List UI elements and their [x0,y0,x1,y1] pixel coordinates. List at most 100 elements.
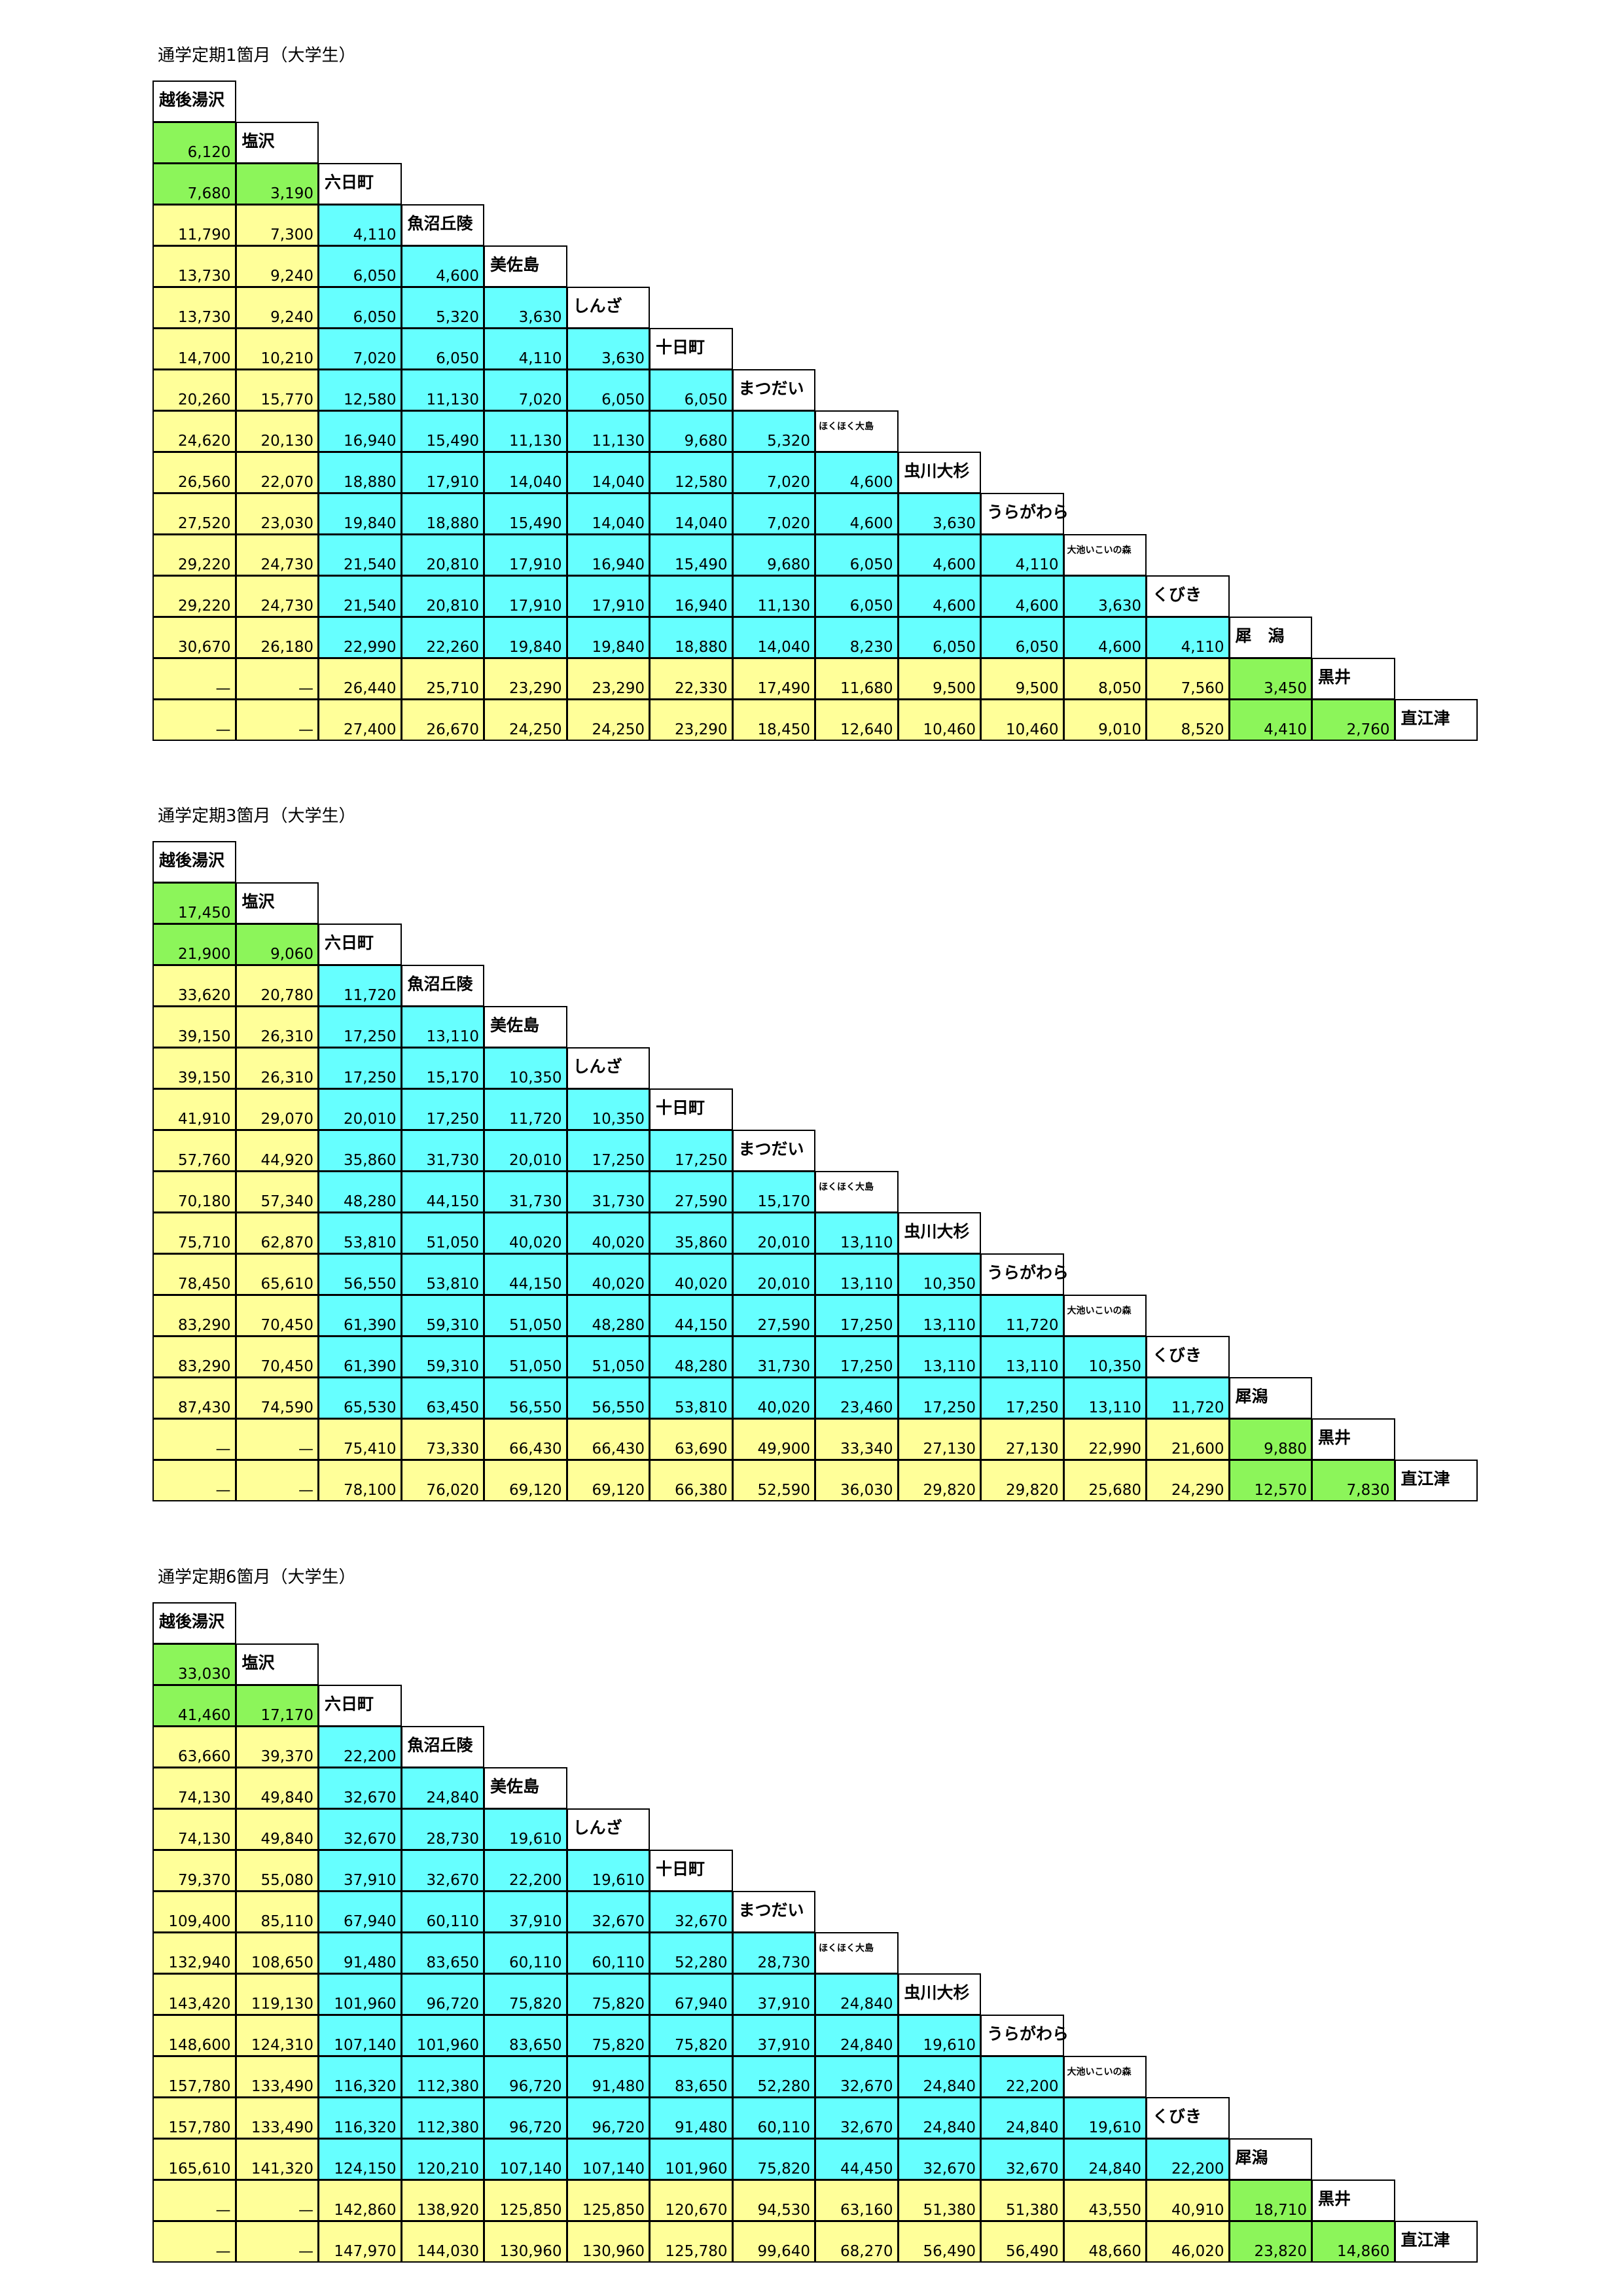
fare-cell: 32,670 [897,2138,981,2180]
station-label: 黒井 [1311,658,1395,700]
fare-cell: 60,110 [566,1932,650,1974]
fare-cell: 63,160 [815,2179,899,2221]
fare-cell: 91,480 [566,2056,650,2098]
station-label: 六日町 [318,1685,402,1727]
fare-cell: 21,600 [1146,1418,1230,1460]
fare-cell: 7,300 [235,204,319,246]
fare-cell: 4,600 [980,575,1064,617]
fare-cell: 14,040 [566,452,650,493]
station-label: まつだい [732,369,815,411]
fare-cell: 11,130 [566,410,650,452]
fare-cell: — [235,699,319,741]
fare-cell: 53,810 [318,1212,402,1254]
fare-cell: 27,130 [980,1418,1064,1460]
fare-cell: 17,170 [235,1685,319,1727]
fare-cell: 13,110 [1063,1377,1147,1419]
station-label: 黒井 [1311,1418,1395,1460]
fare-cell: 14,040 [732,617,815,658]
fare-cell: 107,140 [484,2138,567,2180]
fare-cell: 39,150 [152,1047,236,1089]
fare-cell: 17,250 [649,1130,733,1172]
fare-cell: 3,190 [235,163,319,205]
station-label: 塩沢 [235,1643,319,1685]
fare-cell: 44,150 [649,1295,733,1336]
fare-cell: 12,580 [318,369,402,411]
fare-cell: 2,760 [1311,699,1395,741]
fare-cell: 26,670 [401,699,484,741]
fare-cell: 43,550 [1063,2179,1147,2221]
fare-cell: 35,860 [318,1130,402,1172]
table-title: 通学定期6箇月（大学生） [158,1568,356,1587]
station-label: 越後湯沢 [152,841,236,883]
fare-cell: — [152,2221,236,2263]
fare-cell: 25,680 [1063,1460,1147,1501]
fare-cell: 41,460 [152,1685,236,1727]
fare-cell: 44,150 [484,1253,567,1295]
station-label: 塩沢 [235,882,319,924]
fare-cell: 31,730 [566,1171,650,1213]
fare-cell: 124,310 [235,2015,319,2056]
fare-cell: 20,810 [401,534,484,576]
fare-cell: 20,260 [152,369,236,411]
fare-cell: 48,280 [318,1171,402,1213]
fare-cell: 17,250 [815,1295,899,1336]
fare-cell: 46,020 [1146,2221,1230,2263]
fare-cell: 22,990 [1063,1418,1147,1460]
station-label: 大池いこいの森 [1063,534,1147,576]
fare-cell: 24,730 [235,575,319,617]
fare-cell: 13,110 [815,1253,899,1295]
fare-cell: 133,490 [235,2097,319,2139]
fare-cell: 6,050 [566,369,650,411]
fare-cell: 11,130 [401,369,484,411]
fare-cell: 3,630 [484,287,567,329]
fare-cell: 40,020 [484,1212,567,1254]
fare-cell: 29,820 [980,1460,1064,1501]
fare-cell: 40,020 [732,1377,815,1419]
fare-cell: 23,460 [815,1377,899,1419]
station-label: 六日町 [318,924,402,965]
fare-cell: 49,900 [732,1418,815,1460]
fare-cell: 30,670 [152,617,236,658]
fare-cell: 20,010 [732,1253,815,1295]
fare-cell: 16,940 [566,534,650,576]
fare-cell: 18,880 [401,493,484,535]
fare-cell: 24,840 [980,2097,1064,2139]
fare-cell: 125,850 [484,2179,567,2221]
station-label: 塩沢 [235,122,319,164]
fare-cell: 21,540 [318,534,402,576]
fare-cell: 116,320 [318,2097,402,2139]
fare-cell: 69,120 [566,1460,650,1501]
fare-cell: 21,540 [318,575,402,617]
fare-cell: 13,730 [152,287,236,329]
fare-cell: 66,430 [484,1418,567,1460]
fare-cell: 37,910 [318,1850,402,1892]
fare-cell: 9,500 [897,658,981,700]
fare-cell: 26,180 [235,617,319,658]
fare-cell: 11,680 [815,658,899,700]
fare-cell: 23,290 [484,658,567,700]
fare-cell: 32,670 [649,1891,733,1933]
fare-cell: 9,680 [732,534,815,576]
fare-cell: 49,840 [235,1767,319,1809]
fare-cell: 74,130 [152,1808,236,1850]
fare-cell: 7,020 [484,369,567,411]
fare-cell: 11,720 [484,1088,567,1130]
fare-cell: 27,590 [649,1171,733,1213]
fare-cell: 21,900 [152,924,236,965]
station-label: 虫川大杉 [897,452,981,493]
fare-cell: 35,860 [649,1212,733,1254]
fare-cell: 142,860 [318,2179,402,2221]
fare-cell: 101,960 [649,2138,733,2180]
fare-cell: 14,860 [1311,2221,1395,2263]
fare-cell: 67,940 [649,1973,733,2015]
fare-cell: 70,450 [235,1295,319,1336]
fare-cell: 125,780 [649,2221,733,2263]
fare-cell: 57,760 [152,1130,236,1172]
fare-cell: 16,940 [649,575,733,617]
station-label: うらがわら [980,1253,1069,1295]
station-label: しんざ [566,1047,650,1089]
fare-cell: 17,250 [815,1336,899,1378]
fare-cell: 147,970 [318,2221,402,2263]
fare-cell: 101,960 [401,2015,484,2056]
fare-cell: 20,780 [235,965,319,1007]
